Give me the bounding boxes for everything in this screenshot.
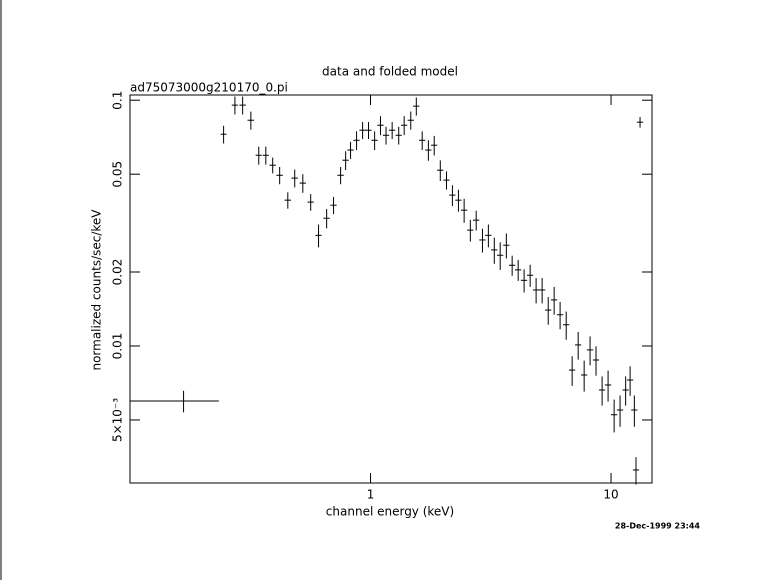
y-tick-label: 0.02 (111, 259, 125, 286)
file-name: ad75073000g210170_0.pi (130, 81, 288, 95)
y-tick-label: 0.05 (111, 161, 125, 188)
y-tick-label: 0.1 (111, 91, 125, 110)
plot-frame (129, 94, 653, 484)
x-axis-label: channel energy (keV) (326, 505, 454, 519)
y-tick-label: 5×10⁻³ (111, 398, 125, 442)
x-tick-label: 10 (603, 488, 618, 502)
x-tick-label: 1 (367, 488, 375, 502)
y-axis-label: normalized counts/sec/keV (90, 209, 104, 371)
y-tick-label: 0.01 (111, 333, 125, 360)
chart-title: data and folded model (322, 65, 458, 79)
timestamp: 28-Dec-1999 23:44 (615, 522, 701, 531)
